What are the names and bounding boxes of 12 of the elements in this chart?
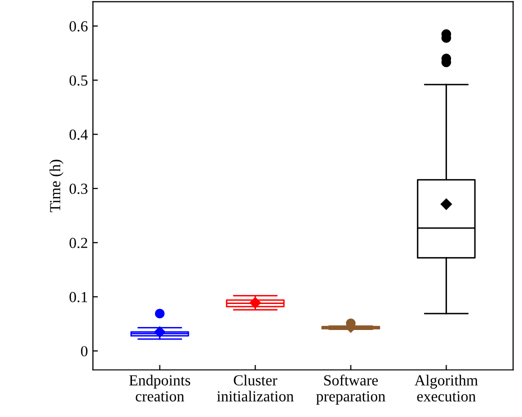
- x-tick-label: Software preparation: [316, 374, 386, 405]
- y-tick-label: 0.1: [70, 292, 88, 302]
- x-tick-label: Algorithm execution: [414, 374, 478, 402]
- y-tick-label: 0.6: [70, 21, 88, 32]
- y-tick-label: 0.5: [70, 75, 88, 86]
- x-tick-label: Endpoints creation: [129, 374, 190, 402]
- y-tick-label: 0.2: [70, 238, 88, 248]
- y-axis-title: Time (h): [50, 160, 64, 212]
- y-tick-label: 0.4: [70, 129, 88, 140]
- y-tick-label: 0.3: [70, 184, 88, 194]
- y-tick-label: 0: [81, 346, 88, 356]
- x-tick-label: Cluster initialization: [216, 374, 294, 402]
